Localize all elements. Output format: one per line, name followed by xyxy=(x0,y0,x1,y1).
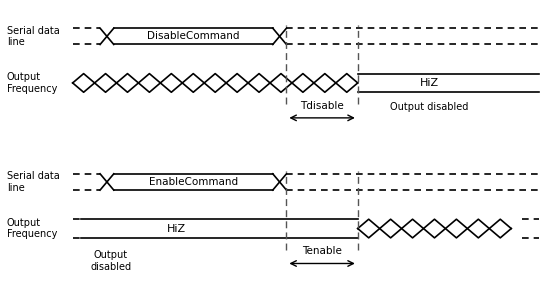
Text: EnableCommand: EnableCommand xyxy=(149,177,238,187)
Text: HiZ: HiZ xyxy=(419,78,439,88)
Text: Tenable: Tenable xyxy=(302,246,342,256)
Text: Serial data
line: Serial data line xyxy=(7,26,60,47)
Text: Tdisable: Tdisable xyxy=(300,101,344,111)
Text: Output
Frequency: Output Frequency xyxy=(7,72,57,94)
Text: Output disabled: Output disabled xyxy=(390,102,468,112)
Text: DisableCommand: DisableCommand xyxy=(147,31,240,41)
Text: HiZ: HiZ xyxy=(168,223,186,233)
Text: Serial data
line: Serial data line xyxy=(7,171,60,193)
Text: Output
disabled: Output disabled xyxy=(90,250,132,272)
Text: Output
Frequency: Output Frequency xyxy=(7,218,57,239)
